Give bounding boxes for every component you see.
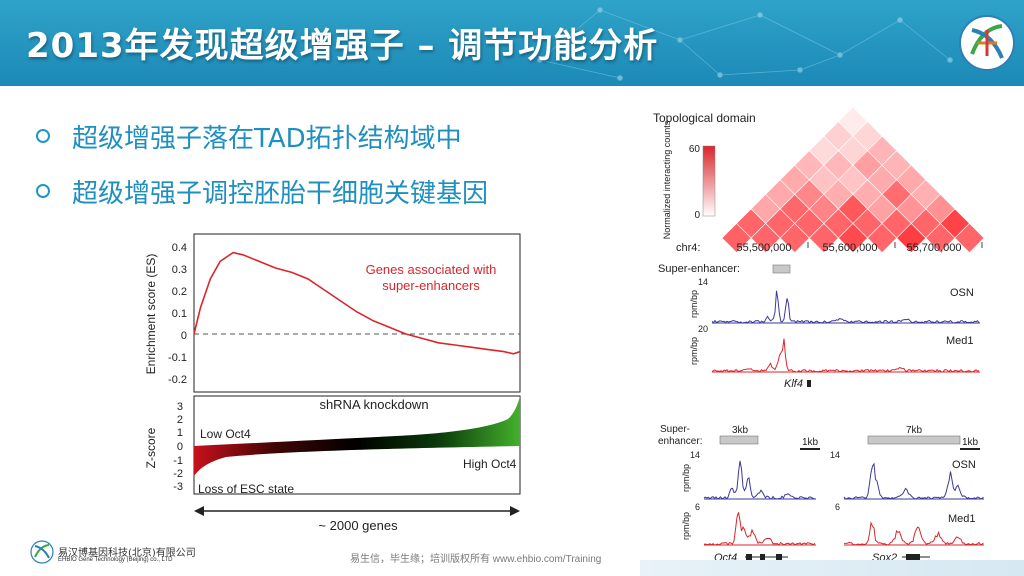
arrow-right-icon (510, 506, 520, 516)
footer-bar (640, 560, 1024, 576)
annotation-line-2: super-enhancers (382, 278, 480, 293)
gsea-ylabel: Enrichment score (ES) (144, 254, 158, 375)
zscore-ticks: 3 2 1 0 -1 -2 -3 (173, 401, 183, 493)
oct4-gene-model-icon (745, 554, 788, 560)
oct4-sox2-figure: Super- enhancer: 3kb 1kb 7kb 1kb rpm/bp … (658, 424, 984, 564)
left-1kb-label: 1kb (802, 437, 819, 448)
klf4-gene-glyph (807, 380, 811, 387)
es-series-line (193, 251, 521, 355)
axis-label: rpm/bp (681, 512, 691, 540)
ztick-label: 0 (177, 441, 183, 453)
ehbio-small-logo-icon (30, 540, 54, 564)
tad-figure: Topological domain Normalized interactin… (653, 106, 985, 390)
bullet-item: 超级增强子调控胚胎干细胞关键基因 (36, 173, 488, 209)
tad-cell (954, 223, 985, 253)
gsea-plot-frame (193, 233, 521, 393)
footer-company-en: EHBIO Gene Technology (Beijing) co., LTD (58, 557, 173, 563)
legend-max: 60 (689, 144, 701, 155)
legend-label: Normalized interacting counts (662, 120, 672, 239)
legend-min: 0 (694, 210, 700, 221)
left-osn-max: 14 (690, 450, 700, 460)
ytick-label: -0.1 (168, 352, 187, 364)
coord-ticks (807, 242, 983, 248)
coord-label: 55,500,000 (736, 242, 791, 254)
tad-heatmap (721, 106, 985, 253)
left-scale-label: 3kb (732, 425, 749, 436)
super-enhancer-bar (772, 264, 791, 274)
ytick-label: 0 (181, 330, 187, 342)
bullet-item: 超级增强子落在TAD拓扑结构域中 (36, 118, 488, 154)
axis-label: rpm/bp (689, 337, 699, 365)
low-oct4-label: Low Oct4 (200, 427, 251, 441)
right-se-bar (867, 435, 961, 445)
ytick-label: 0.2 (172, 286, 187, 298)
ztick-label: -3 (173, 481, 183, 493)
zscore-upper-area (194, 396, 520, 446)
med1-max: 20 (698, 324, 708, 334)
se-label-line-1: Super- (660, 424, 690, 435)
genes-count-label: ~ 2000 genes (318, 518, 398, 533)
ytick-label: -0.2 (168, 374, 187, 386)
axis-label: rpm/bp (681, 464, 691, 492)
bullet-text: 超级增强子落在TAD拓扑结构域中 (72, 123, 462, 154)
coord-label: 55,600,000 (822, 242, 877, 254)
annotation-line-1: Genes associated with (366, 262, 497, 277)
osn-track (711, 290, 980, 324)
gsea-yticks: 0.4 0.3 0.2 0.1 0 -0.1 -0.2 (168, 242, 187, 386)
right-med1-max: 6 (835, 502, 840, 512)
left-med1-max: 6 (695, 502, 700, 512)
ytick-label: 0.4 (172, 242, 187, 254)
gene-label-klf4: Klf4 (784, 378, 803, 390)
right-osn-max: 14 (830, 450, 840, 460)
ztick-label: -2 (173, 468, 183, 480)
slide-header: 2013年发现超级增强子 – 调节功能分析 (0, 0, 1024, 86)
track-label-osn: OSN (952, 459, 976, 471)
zscore-ylabel: Z-score (144, 427, 158, 468)
footer-copyright: 易生信，毕生缘；培训版权所有 www.ehbio.com/Training (350, 554, 602, 565)
gsea-figure: Enrichment score (ES) 0.4 0.3 0.2 0.1 0 … (144, 233, 521, 533)
med1-track (711, 338, 980, 373)
chr-label: chr4: (676, 242, 700, 254)
ztick-label: 2 (177, 414, 183, 426)
bullet-list: 超级增强子落在TAD拓扑结构域中 超级增强子调控胚胎干细胞关键基因 (36, 118, 488, 228)
legend-colorbar (702, 145, 716, 217)
osn-max: 14 (698, 277, 708, 287)
right-med1-track (844, 521, 984, 546)
bullet-ring-icon (36, 129, 50, 143)
right-scale-label: 7kb (906, 425, 923, 436)
axis-label: rpm/bp (689, 290, 699, 318)
bullet-ring-icon (36, 184, 50, 198)
ztick-label: -1 (173, 455, 183, 467)
left-osn-track (703, 460, 815, 500)
left-med1-track (703, 512, 816, 546)
right-osn-track (843, 462, 984, 500)
ztick-label: 1 (177, 427, 183, 439)
bullet-text: 超级增强子调控胚胎干细胞关键基因 (72, 178, 489, 209)
footer-company-cn: 易汉博基因科技(北京)有限公司 (58, 548, 196, 559)
track-label-osn: OSN (950, 287, 974, 299)
ytick-label: 0.3 (172, 264, 187, 276)
loss-esc-label: Loss of ESC state (198, 482, 294, 496)
left-se-bar (719, 435, 759, 445)
high-oct4-label: High Oct4 (463, 457, 517, 471)
ztick-label: 3 (177, 401, 183, 413)
coord-label: 55,700,000 (906, 242, 961, 254)
se-label-line-2: enhancer: (658, 436, 702, 447)
zscore-lower-area (194, 446, 520, 476)
shrna-label: shRNA knockdown (319, 397, 428, 412)
network-background (537, 7, 953, 81)
se-label: Super-enhancer: (658, 263, 740, 275)
tad-title: Topological domain (653, 111, 756, 125)
ehbio-logo-icon (959, 15, 1015, 71)
right-1kb-label: 1kb (962, 437, 979, 448)
sox2-gene-model-icon (902, 554, 930, 560)
page-title: 2013年发现超级增强子 – 调节功能分析 (26, 26, 659, 66)
track-label-med1: Med1 (946, 335, 974, 347)
track-label-med1: Med1 (948, 513, 976, 525)
arrow-left-icon (194, 506, 204, 516)
ytick-label: 0.1 (172, 308, 187, 320)
